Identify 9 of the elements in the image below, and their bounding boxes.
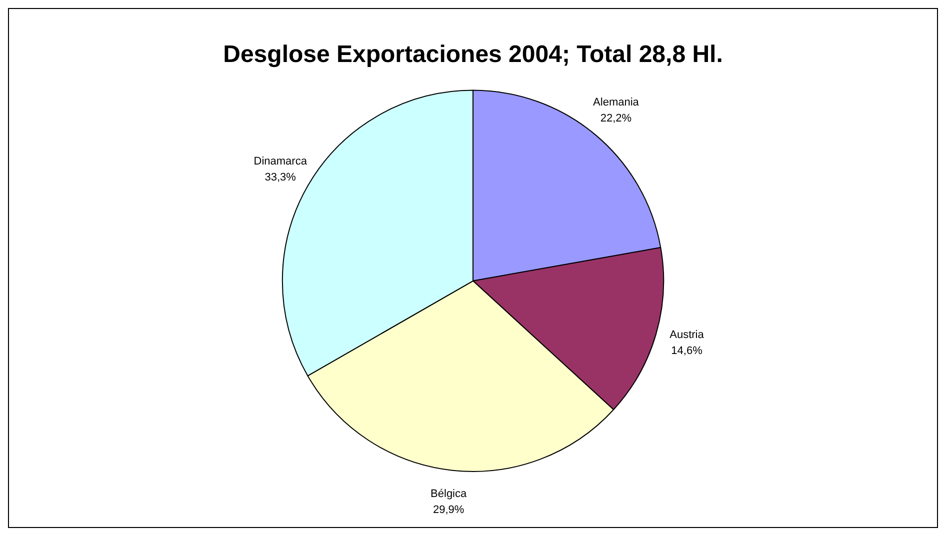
slice-label: Bélgica — [430, 488, 468, 500]
slice-label: Austria — [670, 329, 705, 342]
data-label: 29,9% — [432, 504, 464, 516]
data-label: 33,3% — [264, 171, 296, 184]
data-label: 22,2% — [600, 112, 632, 124]
slice-label: Dinamarca — [254, 155, 308, 168]
slice-label: Alemania — [593, 96, 640, 108]
chart-title: Desglose Exportaciones 2004; Total 28,8 Hl. — [223, 41, 723, 68]
data-label: 14,6% — [671, 345, 703, 358]
